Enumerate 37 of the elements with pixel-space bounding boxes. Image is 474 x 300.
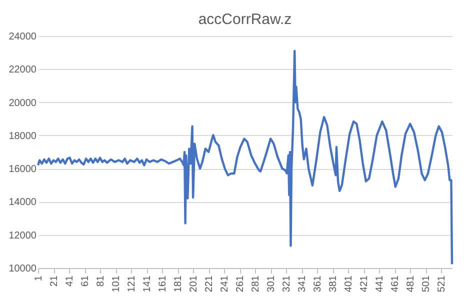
x-tick-label: 301 xyxy=(266,275,278,292)
y-tick-label: 10000 xyxy=(8,264,37,274)
y-tick-label: 18000 xyxy=(8,130,37,142)
y-tick-label: 22000 xyxy=(8,64,37,76)
x-tick-label: 361 xyxy=(312,275,324,292)
x-tick-label: 401 xyxy=(344,275,355,292)
x-tick-label: 421 xyxy=(359,275,370,292)
x-tick-label: 341 xyxy=(297,275,308,292)
x-tick-label: 141 xyxy=(142,275,154,292)
x-tick-label: 181 xyxy=(173,275,184,292)
y-tick-label: 12000 xyxy=(8,230,37,242)
x-tick-label: 461 xyxy=(390,275,402,292)
x-tick-label: 481 xyxy=(406,275,417,292)
x-tick-label: 501 xyxy=(421,275,432,292)
y-tick-label: 16000 xyxy=(8,164,37,176)
chart-title: accCorrRaw.z xyxy=(198,11,292,28)
x-tick-label: 241 xyxy=(220,275,231,292)
x-tick-label: 521 xyxy=(436,275,448,292)
x-tick-label: 281 xyxy=(250,275,262,292)
x-tick-label: 61 xyxy=(80,275,92,287)
x-tick-label: 121 xyxy=(126,275,138,292)
y-tick-label: 20000 xyxy=(8,98,37,109)
x-tick-label: 381 xyxy=(328,275,340,292)
x-tick-label: 101 xyxy=(111,275,122,292)
x-tick-label: 161 xyxy=(158,275,169,292)
x-tick-label: 441 xyxy=(374,275,386,292)
x-tick-label: 1 xyxy=(34,275,44,282)
y-tick-label: 24000 xyxy=(8,32,37,42)
x-tick-label: 41 xyxy=(64,275,76,287)
x-tick-label: 321 xyxy=(282,275,293,292)
x-tick-label: 21 xyxy=(49,275,60,287)
y-tick-label: 14000 xyxy=(8,197,37,208)
x-tick-label: 261 xyxy=(235,275,246,292)
x-tick-label: 221 xyxy=(204,275,216,292)
line-series xyxy=(36,50,454,266)
x-tick-label: 201 xyxy=(188,275,200,292)
x-tick-label: 81 xyxy=(96,275,107,287)
